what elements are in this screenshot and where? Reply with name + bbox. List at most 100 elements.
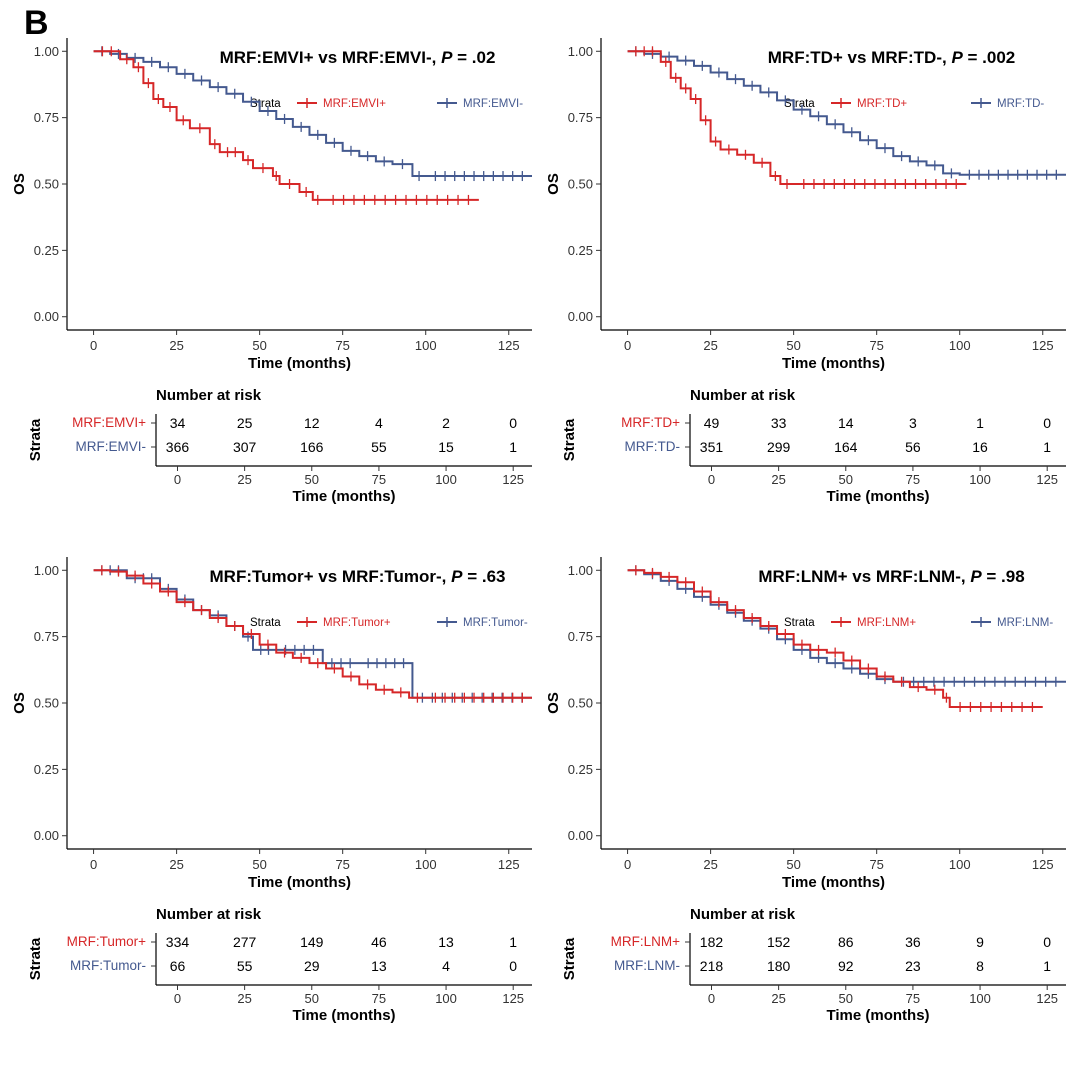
chart-title-p-value: = .02 <box>452 48 495 67</box>
risk-row-label: MRF:EMVI- <box>76 439 147 454</box>
y-tick-label: 1.00 <box>568 44 593 59</box>
x-tick-label: 50 <box>252 338 266 353</box>
y-axis-title: OS <box>545 692 562 714</box>
risk-count: 166 <box>300 439 324 455</box>
legend-entry: MRF:Tumor- <box>463 617 528 629</box>
y-tick-label: 1.00 <box>34 563 59 578</box>
x-tick-label: 25 <box>169 857 183 872</box>
x-axis-title: Time (months) <box>782 355 885 372</box>
x-tick-label: 100 <box>415 857 437 872</box>
x-tick-label: 0 <box>624 857 631 872</box>
risk-row-label: MRF:LNM+ <box>611 934 680 949</box>
km-panel-tumor: 0.00 0.25 0.50 0.75 1.00 0 25 50 75 100 125 Time (m… <box>10 545 545 1065</box>
risk-count: 12 <box>304 415 320 431</box>
km-panel-lnm: 0.00 0.25 0.50 0.75 1.00 0 25 50 75 100 125 Time (m… <box>544 545 1079 1065</box>
risk-count: 29 <box>304 958 320 974</box>
legend-entry: MRF:TD- <box>997 98 1044 110</box>
risk-x-tick-label: 50 <box>839 991 853 1006</box>
risk-x-tick-label: 25 <box>771 472 785 487</box>
chart-title-p-label: P <box>451 567 463 586</box>
risk-count: 351 <box>700 439 724 455</box>
risk-table-title: Number at risk <box>156 906 262 923</box>
x-axis-title: Time (months) <box>248 874 351 891</box>
x-tick-label: 100 <box>949 857 971 872</box>
chart-title-p-value: = .98 <box>982 567 1025 586</box>
x-axis-title: Time (months) <box>248 355 351 372</box>
y-tick-label: 0.50 <box>34 177 59 192</box>
chart-title-p-value: = .63 <box>462 567 505 586</box>
x-tick-label: 0 <box>90 338 97 353</box>
risk-y-axis-title: Strata <box>561 418 578 461</box>
y-tick-label: 0.00 <box>568 828 593 843</box>
risk-count: 34 <box>170 415 186 431</box>
x-tick-label: 25 <box>703 338 717 353</box>
risk-count: 277 <box>233 934 257 950</box>
risk-count: 149 <box>300 934 324 950</box>
chart-title-p-label: P <box>441 48 453 67</box>
risk-count: 164 <box>834 439 858 455</box>
risk-y-axis-title: Strata <box>27 418 44 461</box>
legend-entry: MRF:LNM- <box>997 617 1053 629</box>
y-axis-title: OS <box>545 173 562 195</box>
x-axis-title: Time (months) <box>782 874 885 891</box>
risk-count: 56 <box>905 439 921 455</box>
risk-count: 1 <box>509 934 517 950</box>
risk-count: 14 <box>838 415 854 431</box>
chart-title-p-value: = .002 <box>963 48 1015 67</box>
risk-count: 1 <box>509 439 517 455</box>
risk-x-tick-label: 100 <box>969 472 991 487</box>
risk-count: 1 <box>1043 958 1051 974</box>
risk-count: 13 <box>438 934 454 950</box>
km-curve-mrflnm <box>627 569 1043 708</box>
x-tick-label: 25 <box>703 857 717 872</box>
x-tick-label: 75 <box>869 857 883 872</box>
risk-count: 2 <box>442 415 450 431</box>
risk-count: 33 <box>771 415 787 431</box>
risk-x-tick-label: 100 <box>435 472 457 487</box>
y-tick-label: 0.75 <box>34 629 59 644</box>
y-tick-label: 0.50 <box>568 696 593 711</box>
legend-entry: MRF:EMVI- <box>463 98 523 110</box>
chart-title-p-label: P <box>970 567 982 586</box>
km-curve-mrftd <box>627 50 967 185</box>
risk-count: 36 <box>905 934 921 950</box>
risk-x-tick-label: 50 <box>305 472 319 487</box>
risk-row-label: MRF:TD- <box>625 439 680 454</box>
x-tick-label: 75 <box>335 857 349 872</box>
legend-entry: MRF:LNM+ <box>857 617 916 629</box>
chart-title: MRF:TD+ vs MRF:TD-, P = .002 <box>768 48 1016 67</box>
x-tick-label: 75 <box>335 338 349 353</box>
y-tick-label: 0.00 <box>34 828 59 843</box>
risk-x-axis-title: Time (months) <box>292 1007 395 1024</box>
risk-x-tick-label: 75 <box>906 472 920 487</box>
risk-row-label: MRF:EMVI+ <box>72 415 146 430</box>
risk-count: 152 <box>767 934 791 950</box>
risk-count: 1 <box>976 415 984 431</box>
risk-x-tick-label: 75 <box>906 991 920 1006</box>
legend-entry: MRF:Tumor+ <box>323 617 391 629</box>
chart-title-p-label: P <box>951 48 963 67</box>
risk-count: 66 <box>170 958 186 974</box>
y-tick-label: 0.50 <box>34 696 59 711</box>
y-tick-label: 1.00 <box>568 563 593 578</box>
risk-count: 55 <box>237 958 253 974</box>
x-tick-label: 100 <box>415 338 437 353</box>
risk-count: 0 <box>509 415 517 431</box>
risk-count: 4 <box>442 958 450 974</box>
x-tick-label: 50 <box>252 857 266 872</box>
risk-row-label: MRF:TD+ <box>621 415 680 430</box>
risk-count: 218 <box>700 958 724 974</box>
x-tick-label: 50 <box>786 338 800 353</box>
x-tick-label: 100 <box>949 338 971 353</box>
y-tick-label: 0.25 <box>568 243 593 258</box>
chart-title-text: MRF:TD+ vs MRF:TD-, <box>768 48 952 67</box>
x-tick-label: 125 <box>498 857 520 872</box>
risk-count: 180 <box>767 958 791 974</box>
risk-count: 23 <box>905 958 921 974</box>
risk-count: 9 <box>976 934 984 950</box>
risk-x-tick-label: 100 <box>435 991 457 1006</box>
risk-x-tick-label: 125 <box>1036 991 1058 1006</box>
risk-x-tick-label: 75 <box>372 472 386 487</box>
